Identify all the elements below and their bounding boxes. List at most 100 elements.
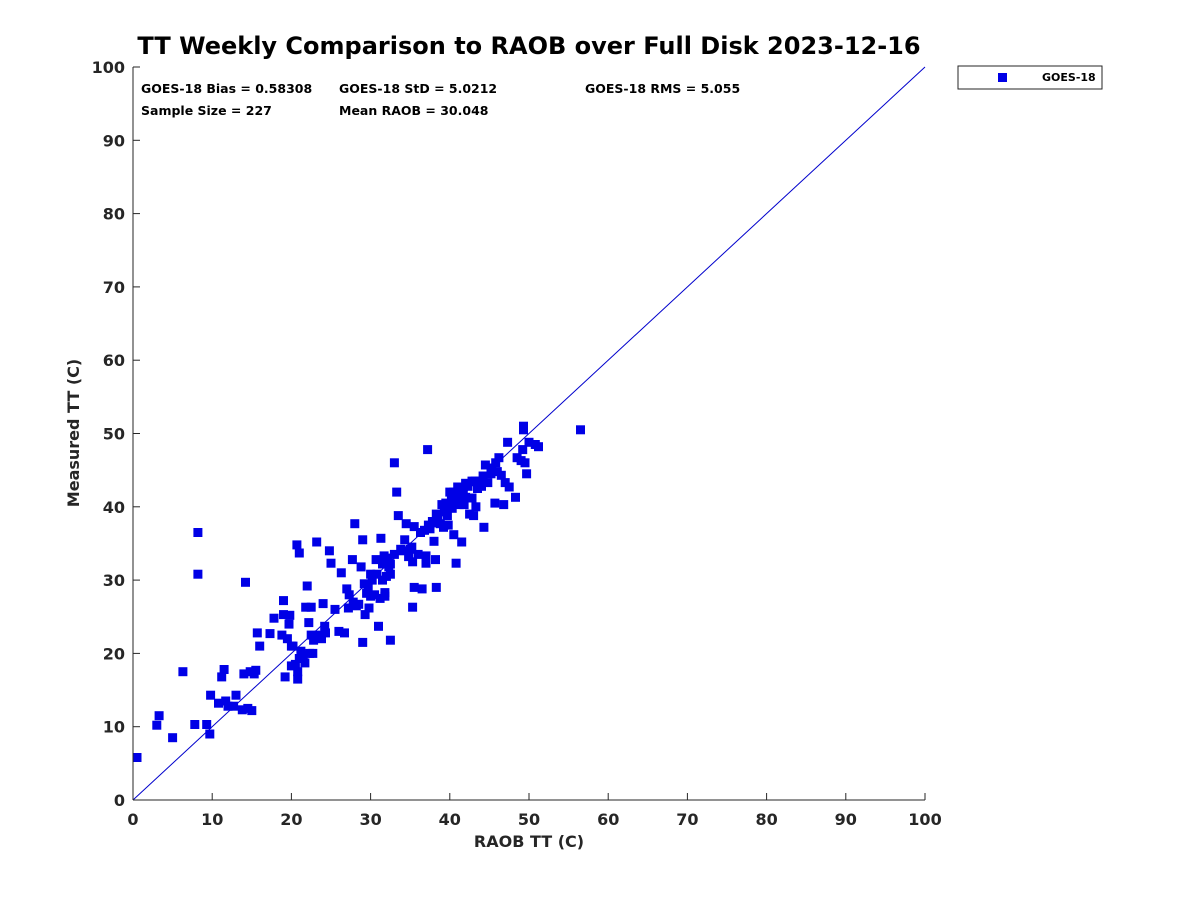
data-point xyxy=(490,498,500,508)
data-point xyxy=(478,471,488,481)
x-axis-label: RAOB TT (C) xyxy=(474,832,584,851)
data-point xyxy=(168,733,178,743)
data-point xyxy=(344,590,354,600)
data-point xyxy=(285,610,295,620)
x-tick-label: 50 xyxy=(518,810,540,829)
data-point xyxy=(367,575,377,585)
data-point xyxy=(284,619,294,629)
chart-title: TT Weekly Comparison to RAOB over Full D… xyxy=(137,32,920,60)
data-point xyxy=(470,476,480,486)
data-point xyxy=(477,481,486,491)
data-point xyxy=(255,641,265,651)
data-point xyxy=(132,753,142,762)
stat-rms: GOES-18 RMS = 5.055 xyxy=(585,81,740,96)
data-point xyxy=(321,628,330,638)
x-tick-label: 10 xyxy=(201,810,223,829)
data-point xyxy=(522,469,532,479)
data-point xyxy=(417,584,427,594)
data-point xyxy=(469,511,479,521)
data-point xyxy=(518,445,528,455)
data-point xyxy=(317,634,326,644)
data-point xyxy=(397,546,407,556)
data-point xyxy=(447,503,457,513)
data-point xyxy=(385,635,395,645)
legend-entry-goes-18: GOES-18 xyxy=(1042,71,1096,84)
data-point xyxy=(336,568,346,578)
data-point xyxy=(330,604,340,614)
data-point xyxy=(360,610,370,620)
data-point xyxy=(312,537,322,547)
y-tick-label: 60 xyxy=(103,351,125,370)
data-point xyxy=(279,610,288,620)
data-point xyxy=(301,602,311,612)
data-point xyxy=(205,729,215,739)
x-axis-ticks: 0 10 20 30 40 50 60 70 80 90 100 xyxy=(127,793,942,829)
data-point xyxy=(347,555,357,565)
data-point xyxy=(237,705,247,715)
data-point xyxy=(499,500,509,510)
y-tick-label: 50 xyxy=(103,425,125,444)
x-tick-label: 100 xyxy=(908,810,941,829)
data-point xyxy=(385,569,395,579)
data-point xyxy=(350,519,360,529)
data-point xyxy=(451,558,461,568)
data-point xyxy=(511,492,520,502)
data-point xyxy=(217,672,227,682)
data-point xyxy=(463,481,473,491)
data-point xyxy=(190,720,200,729)
data-point xyxy=(378,559,387,569)
data-point xyxy=(389,549,399,559)
data-point xyxy=(288,641,298,651)
x-tick-label: 20 xyxy=(280,810,302,829)
y-tick-label: 10 xyxy=(103,718,125,737)
data-point xyxy=(370,590,380,600)
data-point xyxy=(446,493,456,503)
data-point xyxy=(576,425,585,435)
data-point xyxy=(241,577,250,587)
data-point xyxy=(524,437,534,447)
data-point xyxy=(302,581,312,591)
stat-sample-size: Sample Size = 227 xyxy=(141,103,272,118)
one-to-one-line xyxy=(132,66,926,801)
data-point xyxy=(293,674,303,684)
y-axis-label: Measured TT (C) xyxy=(64,359,83,507)
data-points-layer xyxy=(132,421,585,762)
data-point xyxy=(152,720,162,730)
data-point xyxy=(306,602,316,612)
data-point xyxy=(219,665,229,674)
data-point xyxy=(520,458,530,468)
data-point xyxy=(457,537,467,547)
data-point xyxy=(292,540,302,550)
data-point xyxy=(340,628,349,638)
data-point xyxy=(404,552,414,562)
data-point xyxy=(392,487,402,497)
data-point xyxy=(178,667,188,677)
data-point xyxy=(443,520,453,530)
reference-line-layer xyxy=(132,66,926,801)
data-point xyxy=(519,421,528,431)
data-point xyxy=(385,559,395,569)
data-point xyxy=(442,511,452,521)
data-point xyxy=(231,690,241,700)
y-tick-label: 90 xyxy=(103,131,125,150)
data-point xyxy=(439,522,448,532)
stat-mean-raob: Mean RAOB = 30.048 xyxy=(339,103,488,118)
data-point xyxy=(504,482,514,492)
data-point xyxy=(420,525,429,535)
data-point xyxy=(193,569,203,579)
data-point xyxy=(407,542,417,552)
data-point xyxy=(282,634,292,644)
data-point xyxy=(393,511,403,521)
data-point xyxy=(308,648,318,658)
legend-box xyxy=(957,65,1103,90)
data-point xyxy=(425,524,435,534)
data-point xyxy=(409,582,419,592)
data-point xyxy=(265,629,275,639)
data-point xyxy=(431,582,441,592)
data-point xyxy=(475,476,485,486)
y-tick-label: 80 xyxy=(103,205,125,224)
y-tick-label: 70 xyxy=(103,278,125,297)
data-point xyxy=(252,628,262,638)
data-point xyxy=(247,706,257,716)
